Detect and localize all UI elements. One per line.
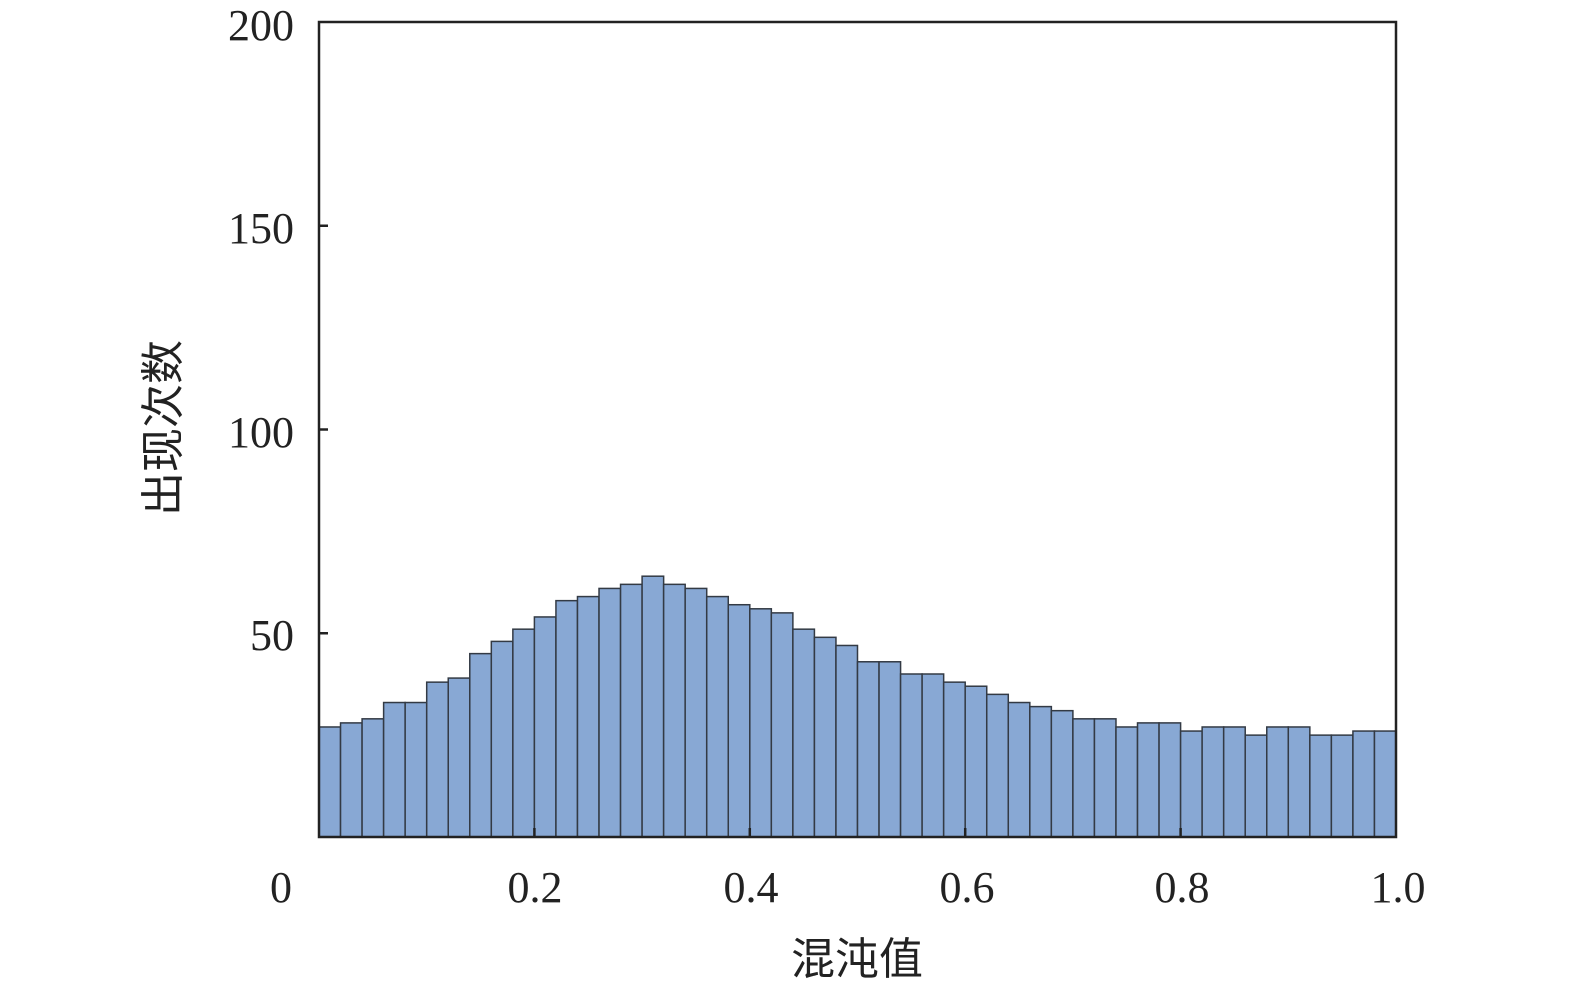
y-axis-title: 出现次数 [139,340,188,516]
histogram-bar-39 [1158,722,1182,838]
histogram-bar-10 [533,616,557,838]
histogram-bar-25 [856,661,880,838]
x-tick-0: 0 [270,863,292,912]
histogram-bar-1 [339,722,363,838]
x-tick-0.2: 0.2 [508,863,563,912]
y-tick-200: 200 [228,1,294,50]
histogram-bar-44 [1266,726,1290,838]
histogram-bar-38 [1136,722,1160,838]
histogram-bar-3 [382,701,406,838]
histogram-bar-8 [490,640,514,838]
histogram-bar-41 [1201,726,1225,838]
histogram-bar-35 [1072,718,1096,838]
histogram-bar-34 [1050,709,1074,838]
histogram-bar-14 [619,583,643,838]
histogram-bar-7 [469,652,493,838]
histogram-bar-22 [792,628,816,838]
histogram-bar-49 [1373,730,1397,838]
y-tick-50: 50 [250,611,294,660]
bars [318,575,1397,838]
histogram-bar-26 [878,661,902,838]
histogram-bar-20 [749,608,773,838]
histogram-bar-30 [964,685,988,838]
histogram-bar-46 [1309,734,1333,838]
histogram-bar-29 [942,681,966,838]
histogram-bar-36 [1093,718,1117,838]
x-tick-0.8: 0.8 [1155,863,1210,912]
histogram-bar-48 [1352,730,1376,838]
histogram-bar-33 [1029,705,1053,838]
ticks [319,224,1182,837]
histogram-bar-16 [662,583,686,838]
x-tick-0.4: 0.4 [724,863,779,912]
histogram-bar-27 [899,673,923,838]
histogram-bar-2 [361,718,385,838]
histogram-bar-24 [835,644,859,838]
histogram-bar-5 [425,681,449,838]
histogram-bar-17 [684,587,708,838]
histogram-bar-9 [512,628,536,838]
histogram-bar-43 [1244,734,1268,838]
x-tick-1.0: 1.0 [1371,863,1426,912]
histogram-bar-6 [447,677,471,838]
x-axis-title: 混沌值 [791,935,923,984]
histogram-bar-15 [641,575,665,838]
histogram-bar-18 [705,595,730,838]
histogram-bar-28 [921,673,945,838]
histogram-bar-37 [1115,726,1139,838]
histogram-bar-0 [318,726,342,838]
histogram-bar-12 [576,595,600,838]
histogram-bar-42 [1222,726,1246,838]
histogram-bar-40 [1179,730,1203,838]
histogram-bar-11 [555,599,579,838]
histogram-bar-4 [404,701,428,838]
histogram-bar-32 [1007,701,1031,838]
y-tick-100: 100 [228,408,294,457]
y-tick-150: 150 [228,204,294,253]
histogram-bar-31 [985,693,1010,838]
histogram-bar-47 [1330,734,1354,838]
histogram-bar-13 [598,587,622,838]
histogram-bar-23 [813,636,837,838]
x-tick-0.6: 0.6 [940,863,995,912]
histogram-bar-21 [770,612,794,838]
histogram-bar-45 [1287,726,1311,838]
histogram-bar-19 [727,603,751,838]
